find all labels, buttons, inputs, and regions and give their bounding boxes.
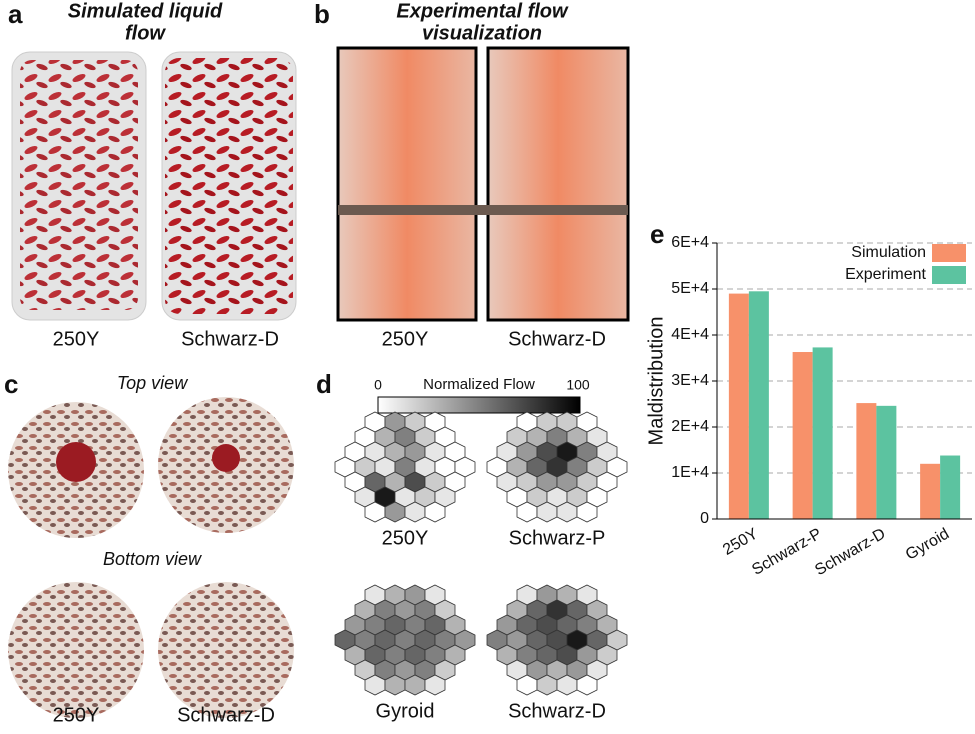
y-tick-label: 3E+4	[671, 372, 709, 389]
y-tick-label: 0	[700, 510, 709, 527]
legend-label: Experiment	[845, 266, 926, 283]
map-label: Gyroid	[376, 700, 435, 722]
panel-letter: e	[650, 219, 664, 249]
hex-cell	[576, 501, 598, 523]
legend-label: Simulation	[851, 244, 926, 261]
view-image	[8, 397, 294, 718]
map-label: Schwarz-P	[509, 527, 606, 549]
bar	[728, 293, 749, 519]
bar	[920, 463, 941, 519]
colorbar	[377, 396, 581, 414]
x-tick-label: Gyroid	[903, 525, 952, 563]
caption: 250Y	[53, 328, 100, 350]
y-tick-label: 2E+4	[671, 418, 709, 435]
colorbar-min: 0	[374, 377, 382, 393]
panel-title: visualization	[422, 22, 542, 44]
caption: 250Y	[53, 704, 100, 726]
bar	[792, 352, 813, 519]
bar	[940, 455, 961, 519]
view-label: Bottom view	[103, 549, 202, 569]
sim-image	[11, 51, 297, 321]
bar	[812, 347, 833, 519]
y-tick-label: 1E+4	[671, 464, 709, 481]
map-label: Schwarz-D	[508, 700, 606, 722]
bar	[856, 403, 877, 519]
panel-letter: c	[4, 369, 18, 399]
panel-title: Experimental flow	[396, 0, 569, 22]
y-tick-label: 6E+4	[671, 234, 709, 251]
y-tick-label: 5E+4	[671, 280, 709, 297]
x-tick-label: Schwarz-P	[749, 525, 825, 578]
caption: Schwarz-D	[508, 328, 606, 350]
bar	[748, 291, 769, 519]
x-tick-label: 250Y	[720, 525, 761, 559]
bar	[876, 405, 897, 519]
panel-letter: a	[8, 0, 23, 29]
panel-letter: d	[316, 369, 332, 399]
colorbar-label: Normalized Flow	[423, 376, 535, 393]
panel-title: flow	[125, 22, 166, 44]
x-tick-label: Schwarz-D	[812, 525, 888, 579]
caption: Schwarz-D	[177, 704, 275, 726]
legend-swatch	[932, 266, 966, 284]
legend-swatch	[932, 244, 966, 262]
y-tick-label: 4E+4	[671, 326, 709, 343]
colorbar-max: 100	[566, 377, 590, 393]
hex-cell	[424, 501, 446, 523]
panel-title: Simulated liquid	[68, 0, 223, 22]
caption: Schwarz-D	[181, 328, 279, 350]
caption: 250Y	[382, 328, 429, 350]
view-label: Top view	[117, 373, 188, 393]
panel-letter: b	[314, 0, 330, 29]
hex-cell	[576, 674, 598, 696]
map-label: 250Y	[382, 527, 429, 549]
y-axis-label: Maldistribution	[645, 317, 667, 446]
exp-image	[336, 46, 630, 322]
hex-cell	[424, 674, 446, 696]
